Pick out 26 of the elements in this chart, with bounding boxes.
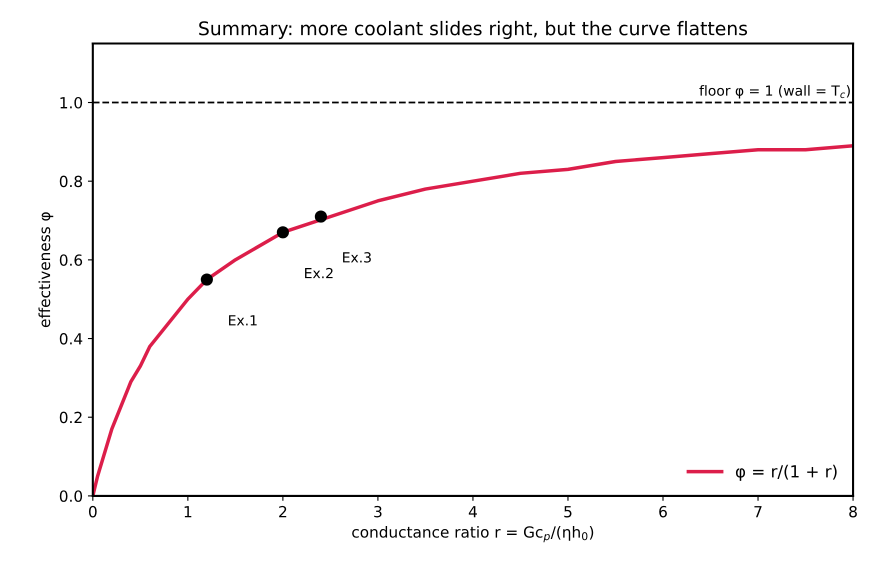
x-tick-label: 8 bbox=[849, 506, 857, 518]
x-axis-title: conductance ratio r = Gc$_{p}$/(ηh$_{0}$) bbox=[352, 526, 594, 542]
chart-title: Summary: more coolant slides right, but the curve flattens bbox=[199, 20, 748, 40]
y-tick-label: 0.6 bbox=[60, 254, 82, 266]
annotation: Ex.2 bbox=[305, 268, 333, 278]
x-tick-label: 3 bbox=[374, 506, 382, 518]
annotation: Ex.3 bbox=[343, 252, 371, 263]
y-tick-label: 0.0 bbox=[60, 490, 82, 502]
y-tick-label: 0.8 bbox=[60, 176, 82, 188]
y-tick-label: 0.2 bbox=[60, 412, 82, 424]
x-tick-label: 2 bbox=[279, 506, 286, 518]
y-tick-label: 1.0 bbox=[60, 96, 82, 109]
point bbox=[276, 226, 289, 238]
x-tick-label: 1 bbox=[184, 506, 192, 518]
x-tick-label: 5 bbox=[564, 506, 572, 518]
point bbox=[200, 273, 213, 286]
y-tick-label: 0.4 bbox=[60, 333, 82, 345]
x-tick-label: 6 bbox=[659, 506, 667, 518]
x-tick-label: 4 bbox=[468, 506, 477, 518]
y-axis-title: effectiveness φ bbox=[38, 212, 54, 328]
legend-label: φ = r/(1 + r) bbox=[736, 464, 837, 481]
x-tick-label: 7 bbox=[754, 506, 762, 518]
x-tick-label: 0 bbox=[88, 506, 97, 518]
point bbox=[314, 210, 327, 223]
ref-line-label: floor φ = 1 (wall = T$_{c}$) bbox=[699, 85, 850, 99]
annotation: Ex.1 bbox=[229, 315, 257, 326]
